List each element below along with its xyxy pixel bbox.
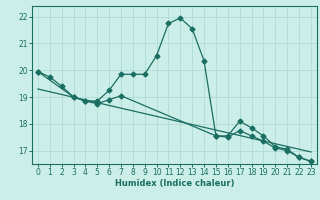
X-axis label: Humidex (Indice chaleur): Humidex (Indice chaleur) (115, 179, 234, 188)
